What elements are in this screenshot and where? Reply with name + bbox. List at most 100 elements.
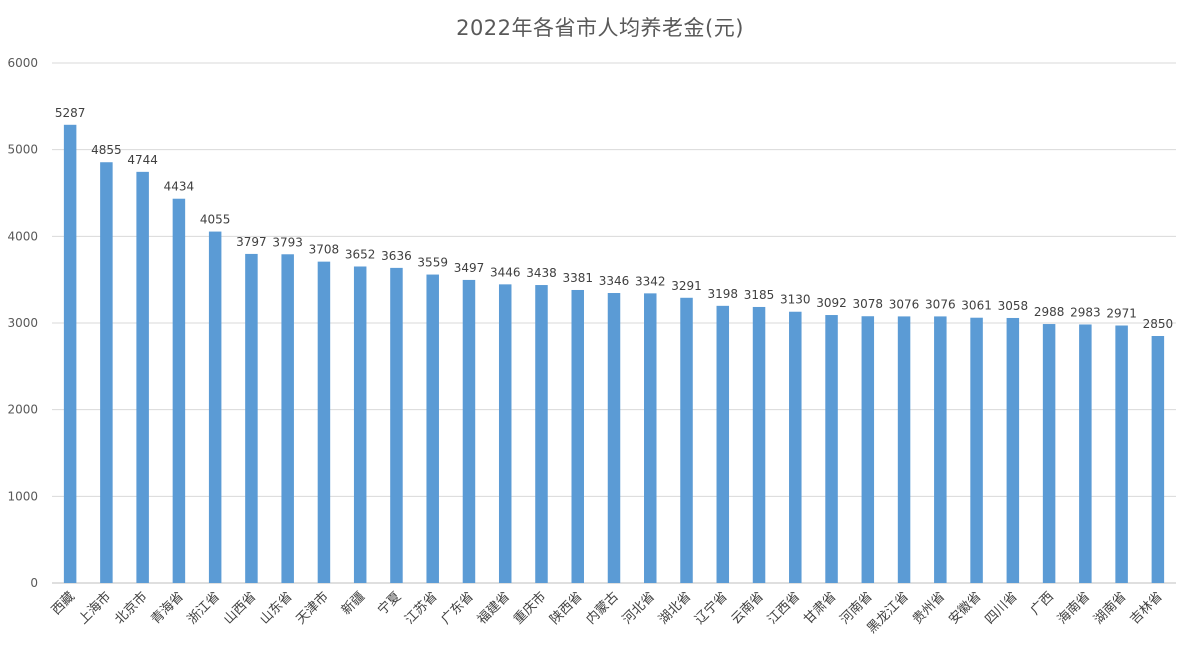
x-tick-label: 北京市 xyxy=(112,589,151,628)
data-label: 2971 xyxy=(1106,307,1137,321)
x-tick-label: 天津市 xyxy=(293,589,332,628)
data-label: 3381 xyxy=(562,271,593,285)
x-tick-label: 甘肃省 xyxy=(801,589,839,627)
y-tick-label: 4000 xyxy=(7,229,38,243)
y-tick-label: 1000 xyxy=(7,489,38,503)
data-label: 3438 xyxy=(526,266,557,280)
bar xyxy=(281,254,294,584)
bar xyxy=(571,289,584,583)
x-tick-label: 安徽省 xyxy=(946,589,984,627)
x-tick-label: 江苏省 xyxy=(402,589,441,628)
x-tick-label: 四川省 xyxy=(982,589,1020,627)
bars xyxy=(63,124,1165,584)
bar xyxy=(1006,317,1020,583)
y-tick-label: 5000 xyxy=(7,143,38,157)
data-label: 3130 xyxy=(780,293,811,307)
bar xyxy=(100,162,113,583)
bar xyxy=(716,305,730,583)
data-label: 3708 xyxy=(309,243,340,257)
x-tick-label: 上海市 xyxy=(75,589,114,628)
bar xyxy=(535,285,548,583)
x-tick-label: 新疆 xyxy=(338,589,368,619)
data-label: 3446 xyxy=(490,265,521,279)
bar xyxy=(462,279,476,583)
x-tick-label: 山东省 xyxy=(257,589,295,627)
x-tick-label: 湖南省 xyxy=(1091,589,1130,628)
bar xyxy=(644,293,657,583)
bar xyxy=(390,267,403,583)
bar xyxy=(317,261,331,583)
bar xyxy=(897,316,911,583)
data-label: 3198 xyxy=(708,287,739,301)
data-label: 3797 xyxy=(236,235,267,249)
data-label: 3291 xyxy=(671,279,702,293)
x-tick-label: 江西省 xyxy=(765,589,803,627)
data-label: 3559 xyxy=(417,256,448,270)
bar xyxy=(1042,324,1056,583)
bar xyxy=(353,266,367,583)
x-tick-label: 广西 xyxy=(1028,589,1057,618)
x-tick-label: 内蒙古 xyxy=(583,589,622,628)
bar xyxy=(136,171,149,583)
data-label: 5287 xyxy=(55,106,86,120)
bar xyxy=(825,315,838,583)
data-label: 3793 xyxy=(272,235,303,249)
bar xyxy=(607,293,621,583)
bar xyxy=(789,311,802,583)
x-tick-label: 吉林省 xyxy=(1128,589,1166,627)
chart-title: 2022年各省市人均养老金(元) xyxy=(456,16,744,40)
data-label: 3076 xyxy=(925,297,956,311)
bar xyxy=(861,316,875,583)
bar xyxy=(208,231,222,584)
bar xyxy=(172,198,186,583)
data-label: 2988 xyxy=(1034,305,1065,319)
x-tick-label: 青海省 xyxy=(149,589,187,627)
y-axis: 0 1000 2000 3000 4000 5000 6000 xyxy=(7,56,38,590)
data-label: 4744 xyxy=(127,153,158,167)
bar xyxy=(934,316,947,583)
x-tick-label: 广东省 xyxy=(439,589,477,627)
y-tick-label: 2000 xyxy=(7,403,38,417)
data-label: 3346 xyxy=(599,274,630,288)
x-tick-label: 贵州省 xyxy=(910,589,948,627)
bar xyxy=(970,317,983,583)
x-tick-label: 福建省 xyxy=(475,589,513,627)
data-label: 3076 xyxy=(889,297,920,311)
data-label: 3058 xyxy=(998,299,1029,313)
bar xyxy=(680,297,693,583)
x-tick-label: 浙江省 xyxy=(185,589,223,627)
data-label: 2850 xyxy=(1143,317,1174,331)
bar xyxy=(752,306,766,583)
data-label: 3636 xyxy=(381,249,412,263)
bar xyxy=(1115,325,1128,583)
x-tick-label: 河北省 xyxy=(620,589,658,627)
x-tick-label: 山西省 xyxy=(221,589,259,627)
bar xyxy=(63,124,77,583)
data-label: 4855 xyxy=(91,143,122,157)
x-tick-label: 西藏 xyxy=(49,589,78,618)
data-label: 3652 xyxy=(345,247,376,261)
y-tick-label: 3000 xyxy=(7,316,38,330)
data-label: 4055 xyxy=(200,213,231,227)
x-tick-label: 陕西省 xyxy=(547,589,585,627)
bar xyxy=(1151,336,1165,583)
data-label: 2983 xyxy=(1070,305,1101,319)
bar xyxy=(1079,324,1092,583)
x-tick-label: 辽宁省 xyxy=(692,589,731,628)
data-label: 4434 xyxy=(164,180,195,194)
data-label: 3078 xyxy=(853,297,884,311)
bar xyxy=(498,284,512,583)
data-labels: 5287 4855 4744 4434 4055 3797 3793 3708 3652 3636… xyxy=(55,106,1173,331)
data-label: 3061 xyxy=(961,299,992,313)
data-label: 3185 xyxy=(744,288,775,302)
x-tick-label: 云南省 xyxy=(728,589,767,628)
bar xyxy=(245,253,258,583)
data-label: 3342 xyxy=(635,274,666,288)
x-tick-label: 宁夏 xyxy=(375,589,405,619)
x-tick-label: 重庆市 xyxy=(510,589,549,628)
x-tick-label: 湖北省 xyxy=(656,589,694,627)
y-tick-label: 6000 xyxy=(7,56,38,70)
